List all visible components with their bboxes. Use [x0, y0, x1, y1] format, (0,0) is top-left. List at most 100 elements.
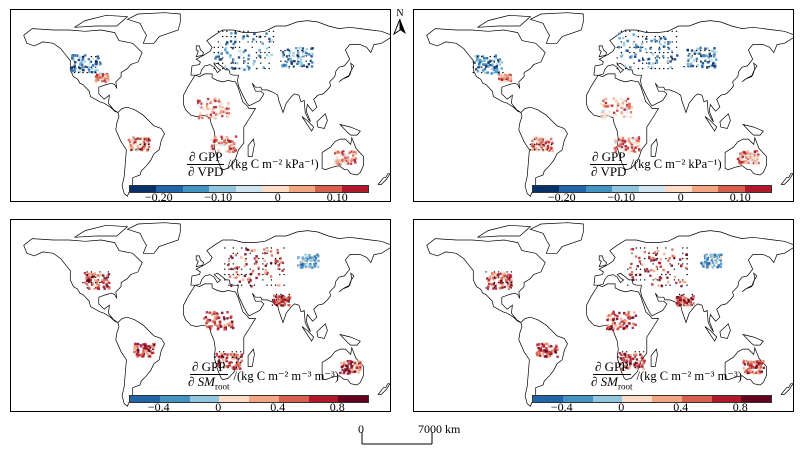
colorbar-swatch [130, 186, 157, 192]
colorbar-title-denominator: ∂ SMroot [188, 373, 230, 392]
landmass-japan [741, 62, 758, 83]
colorbar-swatch [308, 396, 339, 402]
landmass-eurasia [190, 230, 390, 333]
colorbar-swatch [741, 396, 771, 402]
colorbar-title-denominator: ∂ VPD [188, 163, 224, 179]
colorbar-ticks: −0.4 0 0.4 0.8 [532, 400, 770, 412]
colorbar-title-denominator: ∂ SMroot [591, 373, 633, 392]
colorbar-swatch [562, 396, 593, 402]
colorbar-swatch [665, 186, 692, 192]
colorbar-tick-label: 0.8 [732, 400, 748, 412]
colorbar-tick-label: 0.8 [329, 400, 345, 412]
colorbar-swatch [288, 186, 316, 192]
landmass-britain [598, 255, 608, 268]
world-map [426, 222, 793, 407]
colorbar [129, 185, 369, 193]
landmass-britain [195, 45, 205, 58]
colorbar-swatch [262, 186, 289, 192]
panel-top-left: ∂ GPP ∂ VPD/(kg C m⁻² kPa⁻¹) −0.20 −0.10 0 0.… [10, 9, 391, 202]
colorbar-swatch [681, 396, 712, 402]
colorbar-swatch [533, 186, 560, 192]
landmass-australia [724, 346, 767, 386]
world-map [23, 222, 390, 407]
landmass-borneo-sumatra [704, 116, 718, 132]
landmass-south-america [518, 106, 568, 197]
colorbar-title-numerator: ∂ GPP [589, 149, 628, 165]
scale-end-label: 7000 km [418, 422, 461, 436]
colorbar-swatch [585, 186, 613, 192]
landmass-britain [598, 45, 608, 58]
landmass-arctic-islands [74, 224, 129, 238]
colorbar-swatch [718, 186, 745, 192]
landmass-madagascar [247, 138, 255, 157]
colorbar [532, 185, 772, 193]
colorbar-title-subscript: root [215, 381, 230, 392]
colorbar-swatch [130, 396, 160, 402]
landmass-borneo-sumatra [301, 326, 315, 342]
landmass-madagascar [247, 348, 255, 367]
landmass-madagascar [650, 348, 658, 367]
colorbar [532, 395, 772, 403]
colorbar-swatch [278, 396, 309, 402]
landmass-arctic-islands [477, 14, 532, 28]
significance-stipple [73, 30, 312, 151]
colorbar [129, 395, 369, 403]
landmass-arctic-islands [477, 224, 532, 238]
landmass-borneo [719, 323, 731, 339]
colorbar-swatch [533, 396, 563, 402]
landmass-south-america [115, 316, 165, 407]
landmass-eurasia [190, 20, 390, 123]
landmass-new-zealand [377, 383, 390, 395]
colorbar-swatch [338, 396, 368, 402]
colorbar-swatch [209, 186, 236, 192]
colorbar-tick-label: −0.4 [550, 400, 573, 412]
colorbar-ticks: −0.20 −0.10 0 0.10 [532, 190, 770, 202]
significance-stipple [472, 30, 710, 151]
colorbar-title: ∂ GPP ∂ VPD/(kg C m⁻² kPa⁻¹) [186, 150, 319, 178]
colorbar-title-subscript: root [618, 381, 633, 392]
colorbar-swatch [341, 186, 368, 192]
colorbar-swatch [315, 186, 342, 192]
landmass-new-zealand [780, 173, 793, 185]
significance-stipple [82, 247, 290, 369]
colorbar-swatch [612, 186, 639, 192]
landmass-japan [338, 272, 355, 293]
scale-start-label: 0 [358, 422, 364, 436]
colorbar-title: ∂ GPP ∂ SMroot/(kg C m⁻² m⁻³ m⁻³) [589, 360, 742, 392]
landmass-new-zealand [377, 173, 390, 185]
colorbar-tick-label: −0.20 [547, 190, 576, 202]
significance-stipple [485, 247, 693, 369]
colorbar-title: ∂ GPP ∂ VPD/(kg C m⁻² kPa⁻¹) [589, 150, 722, 178]
colorbar-tick-label: −0.10 [607, 190, 636, 202]
colorbar-tick-label: 0 [677, 190, 684, 202]
landmass-greenland [126, 12, 181, 44]
colorbar-swatch [744, 186, 771, 192]
landmass-new-guinea [339, 123, 361, 136]
landmass-south-america [115, 106, 165, 197]
colorbar-title-denominator: ∂ VPD [591, 163, 627, 179]
colorbar-swatch [156, 186, 183, 192]
colorbar-swatch [622, 396, 652, 402]
landmass-greenland [529, 222, 584, 254]
landmass-britain [195, 255, 205, 268]
colorbar-tick-label: 0.4 [270, 400, 286, 412]
world-map [23, 12, 390, 197]
colorbar-units: /(kg C m⁻² m⁻³ m⁻³) [233, 368, 339, 383]
colorbar-swatch [249, 396, 279, 402]
north-arrow-icon [392, 18, 406, 36]
north-arrow: N [392, 9, 407, 38]
colorbar-title-numerator: ∂ GPP [186, 149, 225, 165]
colorbar-tick-label: 0.4 [673, 400, 689, 412]
panel-bottom-right: ∂ GPP ∂ SMroot/(kg C m⁻² m⁻³ m⁻³) −0.4 0 0.4… [413, 219, 794, 412]
scale-bar: 0 7000 km [358, 422, 460, 457]
sensitivity-data-layer [473, 32, 760, 166]
colorbar-units: /(kg C m⁻² kPa⁻¹) [630, 157, 722, 172]
colorbar-tick-label: −0.10 [204, 190, 233, 202]
colorbar-title: ∂ GPP ∂ SMroot/(kg C m⁻² m⁻³ m⁻³) [186, 360, 339, 392]
colorbar-units: /(kg C m⁻² m⁻³ m⁻³) [636, 368, 742, 383]
colorbar-swatch [559, 186, 586, 192]
landmass-south-america [518, 316, 568, 407]
landmass-arctic-islands [74, 14, 129, 28]
landmass-borneo [719, 113, 731, 129]
sensitivity-data-layer [83, 248, 363, 375]
